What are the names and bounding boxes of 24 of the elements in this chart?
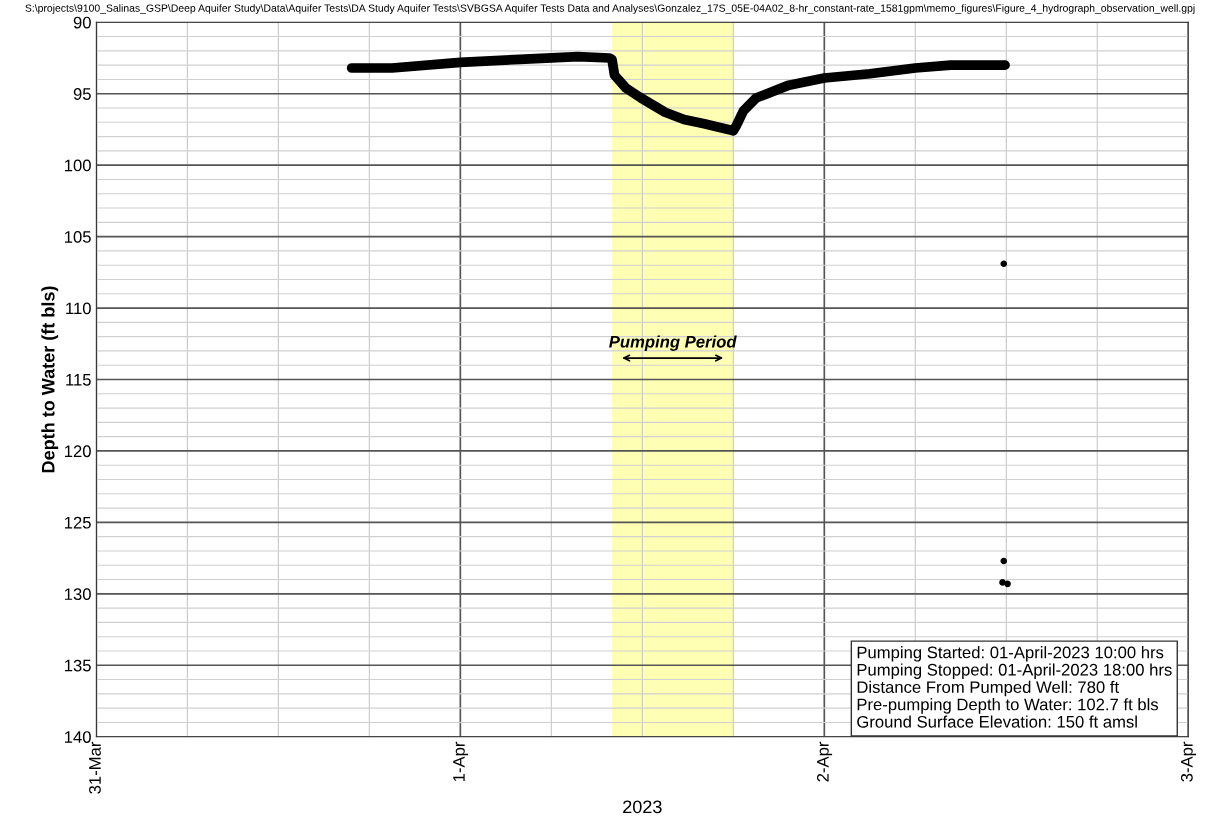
y-tick-label: 140: [64, 731, 91, 743]
x-tick-label: 2-Apr: [816, 741, 833, 782]
y-tick-label: 125: [64, 516, 91, 529]
y-tick-label: 95: [73, 88, 91, 100]
annotation: Pre-pumping Depth to Water: 102.7 ft bls: [857, 698, 1159, 714]
annotation: Pumping Period: [609, 335, 737, 351]
annotation: Pumping Stopped: 01-April-2023 18:00 hrs: [857, 663, 1172, 679]
y-axis-title: Depth to Water (ft bls): [41, 286, 59, 473]
annotation: Ground Surface Elevation: 150 ft amsl: [857, 715, 1137, 728]
annotation: Pumping Started: 01-April-2023 10:00 hrs: [857, 646, 1164, 662]
x-axis-title: 2023: [623, 800, 662, 814]
y-tick-label: 115: [66, 374, 91, 386]
y-tick-label: 105: [64, 231, 91, 243]
x-tick-label: 3-Apr: [1180, 741, 1197, 782]
text: S:\projects\9100_Salinas_GSP\Deep Aquifer Study\Data\Aquifer Tests\DA Study Aquifer Tests\SVBGSA Aquifer Tests Data and Analyses\Gonzalez_17S_05E-04A02_8-hr_constant-rate_1581gpm\memo_figures\Figure_4_hydrograph_observation_well.gpj: [25, 4, 1195, 14]
y-tick-label: 100: [64, 159, 91, 172]
y-tick-label: 110: [66, 302, 91, 315]
y-tick-label: 130: [64, 588, 91, 601]
annotation: Distance From Pumped Well: 780 ft: [857, 680, 1119, 697]
y-tick-label: 120: [64, 445, 91, 458]
y-tick-label: 90: [73, 16, 91, 29]
y-tick-label: 135: [64, 659, 91, 672]
x-tick-label: 1-Apr: [453, 741, 469, 782]
x-tick-label: 31-Mar: [89, 741, 101, 794]
